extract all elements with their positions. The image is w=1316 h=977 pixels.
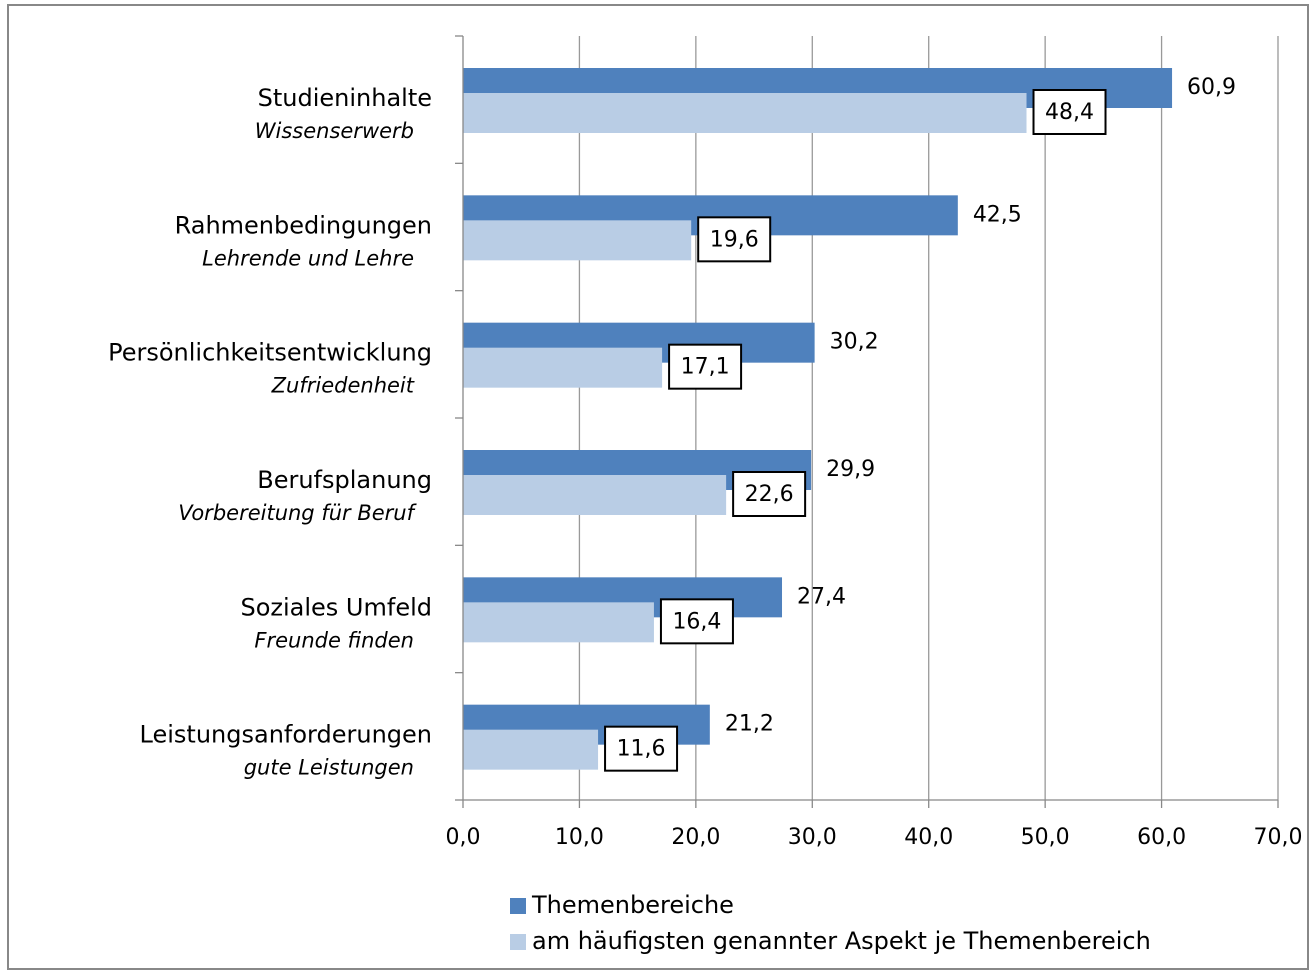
value-label-box bbox=[668, 343, 743, 390]
value-label: 29,9 bbox=[826, 457, 875, 482]
value-label: 19,6 bbox=[710, 227, 759, 252]
category-sublabel: Lehrende und Lehre bbox=[202, 246, 414, 270]
x-tick-label: 20,0 bbox=[671, 825, 720, 850]
category-sublabel: gute Leistungen bbox=[244, 756, 414, 780]
x-tick-label: 60,0 bbox=[1137, 825, 1186, 850]
legend-swatch bbox=[510, 898, 526, 914]
bar bbox=[463, 347, 663, 388]
category-label: Studieninhalte bbox=[258, 84, 432, 112]
x-tick-label: 0,0 bbox=[446, 825, 481, 850]
value-label: 27,4 bbox=[797, 584, 846, 609]
chart-frame bbox=[7, 4, 1309, 970]
x-tick-label: 30,0 bbox=[788, 825, 837, 850]
value-label: 48,4 bbox=[1045, 100, 1094, 125]
value-label: 16,4 bbox=[672, 609, 721, 634]
value-label: 22,6 bbox=[745, 482, 794, 507]
value-label-box bbox=[604, 725, 679, 772]
value-label: 42,5 bbox=[973, 202, 1022, 227]
bar bbox=[463, 729, 599, 770]
value-label-box bbox=[1032, 89, 1107, 135]
legend-swatch bbox=[510, 934, 526, 950]
category-label: Rahmenbedingungen bbox=[175, 211, 432, 239]
category-sublabel: Zufriedenheit bbox=[271, 374, 415, 398]
category-sublabel: Vorbereitung für Beruf bbox=[178, 501, 417, 525]
bar bbox=[463, 220, 692, 261]
category-label: Persönlichkeitsentwicklung bbox=[108, 339, 432, 367]
value-label-box bbox=[659, 598, 734, 645]
value-label-box bbox=[732, 471, 807, 517]
bar bbox=[463, 602, 654, 643]
x-tick-label: 70,0 bbox=[1254, 825, 1303, 850]
category-label: Berufsplanung bbox=[257, 466, 432, 494]
value-label-box bbox=[697, 216, 772, 263]
bar bbox=[463, 93, 1027, 133]
legend-label: Themenbereiche bbox=[531, 891, 734, 919]
x-tick-label: 10,0 bbox=[555, 825, 604, 850]
legend-label: am häufigsten genannter Aspekt je Themen… bbox=[532, 927, 1151, 955]
bar bbox=[463, 475, 727, 515]
value-label: 11,6 bbox=[617, 737, 666, 762]
x-tick-label: 40,0 bbox=[904, 825, 953, 850]
x-tick-label: 50,0 bbox=[1021, 825, 1070, 850]
value-label: 21,2 bbox=[725, 712, 774, 737]
category-label: Leistungsanforderungen bbox=[140, 721, 432, 749]
category-sublabel: Wissenserwerb bbox=[255, 119, 414, 143]
value-label: 60,9 bbox=[1187, 75, 1236, 100]
value-label: 30,2 bbox=[830, 330, 879, 355]
category-label: Soziales Umfeld bbox=[240, 593, 432, 621]
category-sublabel: Freunde finden bbox=[254, 628, 414, 652]
value-label: 17,1 bbox=[681, 355, 730, 380]
